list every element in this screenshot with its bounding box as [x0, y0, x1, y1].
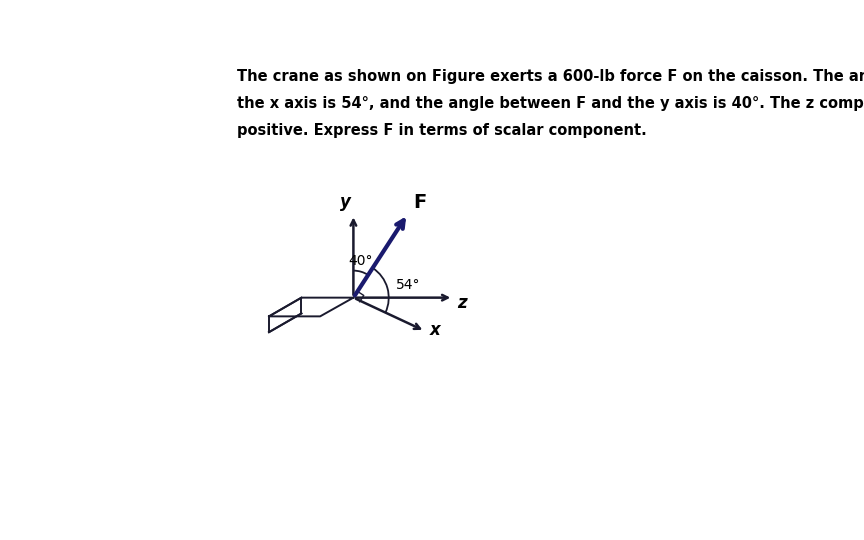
- Text: 40°: 40°: [348, 254, 372, 268]
- Text: 54°: 54°: [397, 279, 421, 292]
- Text: The crane as shown on Figure exerts a 600-lb force F on the caisson. The angle b: The crane as shown on Figure exerts a 60…: [237, 69, 864, 84]
- Text: positive. Express F in terms of scalar component.: positive. Express F in terms of scalar c…: [237, 123, 647, 138]
- Text: x: x: [430, 321, 441, 339]
- Text: z: z: [457, 294, 467, 313]
- Text: y: y: [340, 193, 352, 211]
- Text: the x axis is 54°, and the angle between F and the y axis is 40°. The z componen: the x axis is 54°, and the angle between…: [237, 96, 864, 111]
- Text: F: F: [413, 193, 427, 212]
